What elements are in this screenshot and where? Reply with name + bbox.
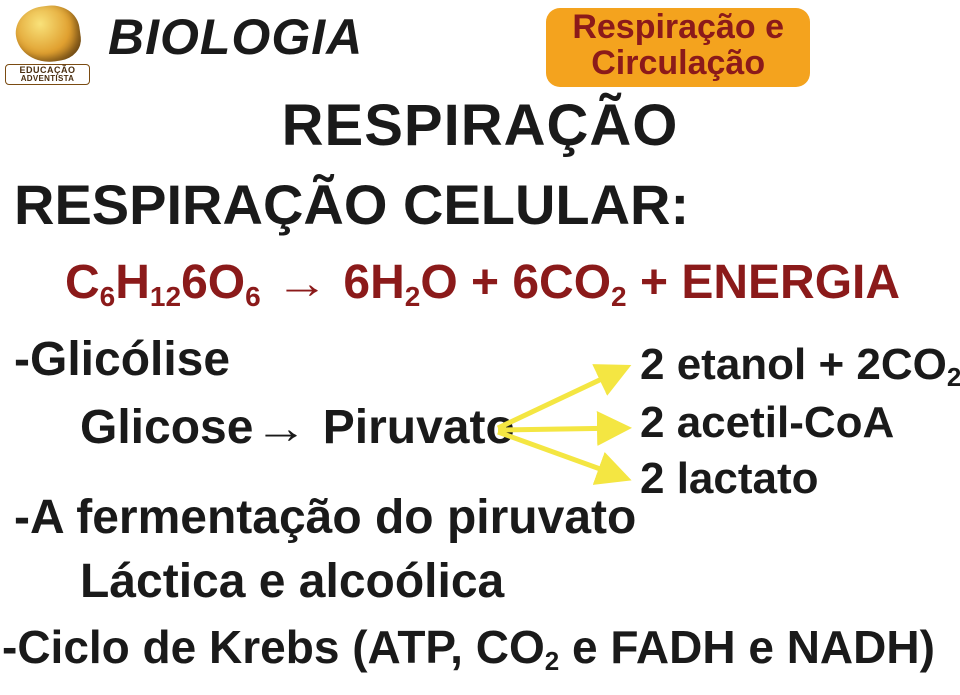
f-energia: + ENERGIA <box>627 256 900 309</box>
glicose-post: Piruvato <box>309 401 514 454</box>
f-sub6b: 6 <box>245 281 261 312</box>
slide: EDUCAÇÃO ADVENTISTA BIOLOGIA Respiração … <box>0 0 960 695</box>
line-krebs: -Ciclo de Krebs (ATP, CO2 e FADH e NADH) <box>2 620 935 674</box>
line-glicose-piruvato: Glicose→ Piruvato <box>80 400 515 455</box>
badge-line2: Circulação <box>572 46 784 82</box>
logo-flame-icon <box>12 2 83 66</box>
f-sub2b: 2 <box>611 281 627 312</box>
line-fermentacao: -A fermentação do piruvato <box>14 490 636 545</box>
etanol-pre: 2 etanol + 2CO <box>640 340 947 389</box>
heading-celular: RESPIRAÇÃO CELULAR: <box>14 172 689 237</box>
line-lactica: Láctica e alcoólica <box>80 554 504 609</box>
topic-badge: Respiração e Circulação <box>546 8 810 87</box>
badge-line1: Respiração e <box>572 10 784 46</box>
chemical-formula: C6H126O6 → 6H2O + 6CO2 + ENERGIA <box>65 255 900 310</box>
f-h: H <box>115 256 150 309</box>
f-oplus: O + 6CO <box>420 256 611 309</box>
etanol-sub: 2 <box>947 362 960 392</box>
f-o6: 6O <box>181 256 245 309</box>
f-h2o: 6H <box>343 256 404 309</box>
output-acetil: 2 acetil-CoA <box>640 398 894 448</box>
arrow-icon: → <box>255 404 308 454</box>
logo-banner: EDUCAÇÃO ADVENTISTA <box>5 64 90 85</box>
line-glicolise: -Glicólise <box>14 332 230 387</box>
krebs-post: e FADH e NADH) <box>559 621 935 673</box>
f-sub2a: 2 <box>405 281 421 312</box>
output-etanol: 2 etanol + 2CO2 <box>640 340 960 390</box>
logo: EDUCAÇÃO ADVENTISTA <box>5 6 90 96</box>
f-sub12: 12 <box>150 281 181 312</box>
f-c: C <box>65 256 100 309</box>
heading-respiracao: RESPIRAÇÃO <box>0 92 960 159</box>
title-biologia: BIOLOGIA <box>108 8 363 66</box>
arrow-icon: → <box>276 259 329 309</box>
krebs-sub: 2 <box>545 646 559 676</box>
logo-line2: ADVENTISTA <box>8 75 87 83</box>
output-lactato: 2 lactato <box>640 454 819 504</box>
glicose-pre: Glicose <box>80 401 253 454</box>
f-sub6a: 6 <box>100 281 116 312</box>
krebs-pre: -Ciclo de Krebs (ATP, CO <box>2 621 545 673</box>
